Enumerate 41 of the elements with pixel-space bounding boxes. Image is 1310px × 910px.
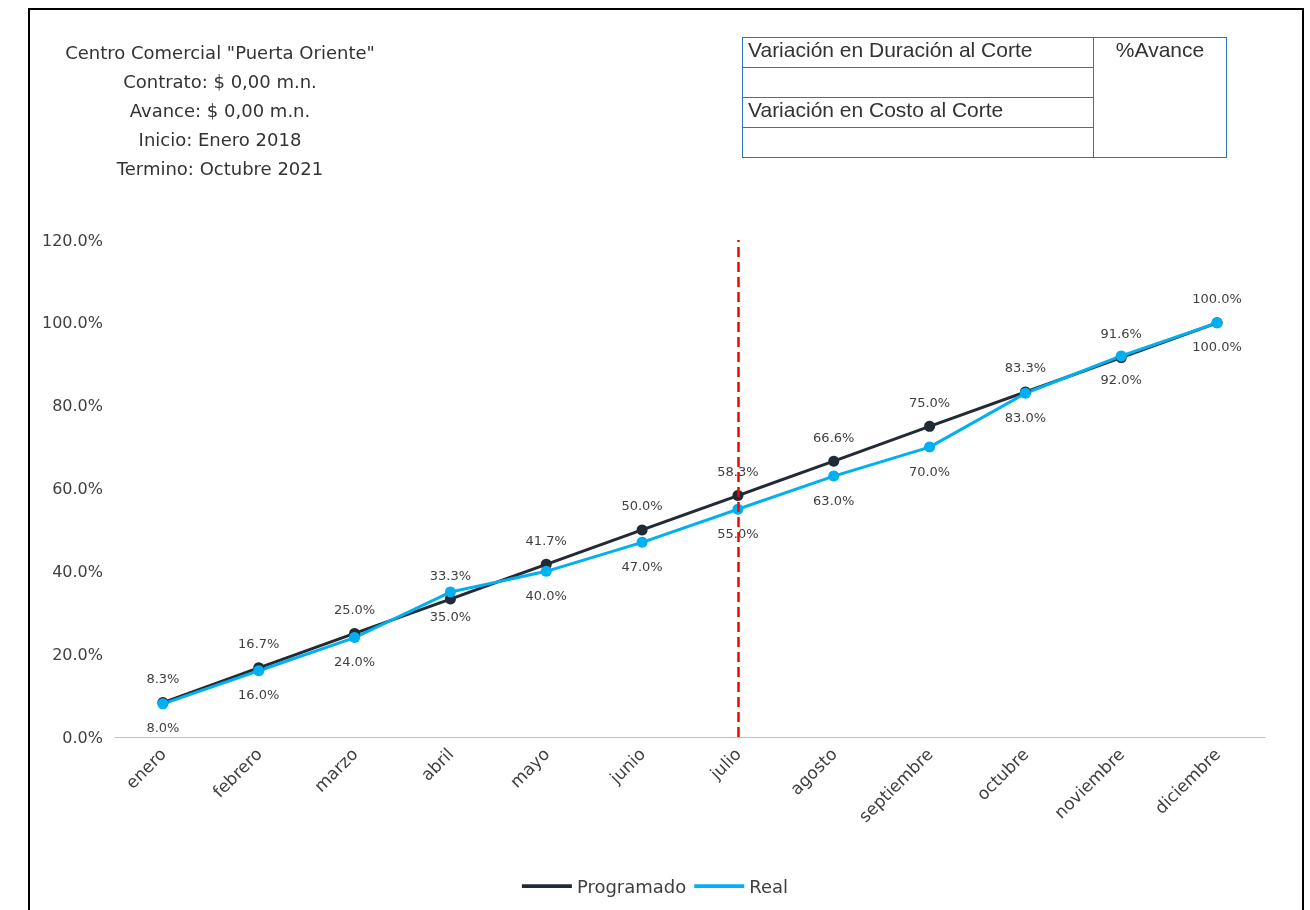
data-label: 92.0% bbox=[1100, 372, 1142, 388]
data-label: 16.7% bbox=[238, 636, 280, 652]
y-tick-label: 100.0% bbox=[41, 313, 103, 333]
data-label: 66.6% bbox=[813, 429, 855, 445]
data-label: 41.7% bbox=[525, 532, 567, 548]
text: Inicio: Enero 2018 bbox=[137, 128, 303, 152]
data-label: 100.0% bbox=[1192, 291, 1242, 307]
text: Termino: Octubre 2021 bbox=[115, 157, 325, 181]
text: Variación en Duración al Corte bbox=[742, 37, 1094, 68]
data-label: 33.3% bbox=[429, 567, 472, 583]
data-label: 24.0% bbox=[333, 654, 376, 670]
y-tick-label: 40.0% bbox=[52, 561, 103, 581]
data-label: 8.3% bbox=[146, 671, 180, 687]
data-label: 100.0% bbox=[1192, 339, 1242, 355]
legend-label: Real bbox=[749, 875, 789, 897]
data-label: 35.0% bbox=[429, 608, 472, 624]
text: Avance: $ 0,00 m.n. bbox=[128, 99, 312, 123]
data-label: 16.0% bbox=[238, 687, 280, 703]
y-tick-label: 20.0% bbox=[52, 644, 103, 664]
data-label: 70.0% bbox=[908, 463, 951, 479]
data-label: 8.0% bbox=[146, 720, 180, 736]
data-label: 55.0% bbox=[717, 525, 759, 541]
data-label: 83.0% bbox=[1004, 409, 1047, 425]
data-label: 75.0% bbox=[908, 394, 951, 410]
y-tick-label: 0.0% bbox=[62, 727, 103, 747]
data-label: 47.0% bbox=[621, 558, 663, 574]
data-label: 25.0% bbox=[333, 601, 376, 617]
data-label: 83.3% bbox=[1004, 360, 1047, 376]
data-label: 58.3% bbox=[717, 464, 759, 480]
y-tick-label: 80.0% bbox=[52, 396, 103, 416]
legend-label: Programado bbox=[576, 875, 687, 897]
text: Contrato: $ 0,00 m.n. bbox=[122, 70, 318, 94]
y-tick-label: 120.0% bbox=[41, 230, 103, 250]
text: Variación en Costo al Corte bbox=[742, 97, 1094, 128]
data-label: 40.0% bbox=[525, 587, 567, 603]
chart-title: Centro Comercial "Puerta Oriente" bbox=[64, 41, 376, 65]
data-label: 91.6% bbox=[1100, 326, 1142, 342]
y-tick-label: 60.0% bbox=[52, 479, 103, 498]
data-label: 63.0% bbox=[813, 492, 855, 508]
text: %Avance bbox=[1093, 37, 1227, 158]
data-label: 50.0% bbox=[621, 498, 663, 514]
